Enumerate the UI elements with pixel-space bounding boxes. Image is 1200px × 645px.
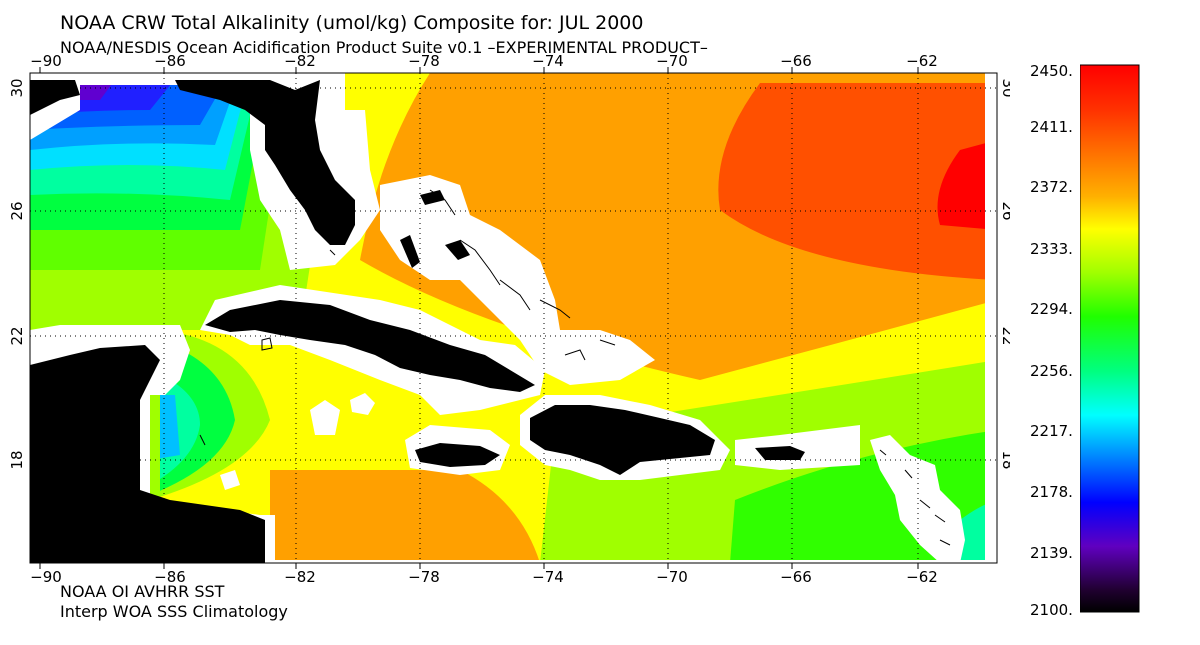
lat-label-right-22: 22 <box>999 326 1010 345</box>
lat-label-left-30: 30 <box>8 78 26 97</box>
colorbar-label-2411: 2411. <box>1030 118 1073 136</box>
lon-label-top-62: −62 <box>906 52 938 70</box>
lon-label-top-90: −90 <box>30 52 62 70</box>
land-jamaica <box>415 443 500 467</box>
lat-label-right-18: 18 <box>999 450 1010 469</box>
lon-label-bottom-62: −62 <box>906 568 938 582</box>
lon-label-bottom-70: −70 <box>656 568 688 582</box>
lat-label-right-26: 26 <box>999 201 1010 220</box>
lon-label-bottom-78: −78 <box>408 568 440 582</box>
land-bahamas-andros <box>400 235 420 268</box>
landmass <box>30 80 805 563</box>
graticule <box>30 73 997 563</box>
land-bahamas-eleuthera <box>445 240 470 260</box>
lon-label-bottom-86: −86 <box>154 568 186 582</box>
island-coastlines <box>109 189 951 546</box>
field-orange-red <box>718 83 997 280</box>
colorbar-label-2333: 2333. <box>1030 240 1073 258</box>
alkalinity-field <box>30 73 997 563</box>
lon-label-top-86: −86 <box>154 52 186 70</box>
lon-label-top-66: −66 <box>780 52 812 70</box>
lon-label-bottom-82: −82 <box>284 568 316 582</box>
field-orange-south <box>270 470 540 563</box>
lat-label-left-18: 18 <box>8 450 26 469</box>
colorbar-label-2372: 2372. <box>1030 178 1073 196</box>
land-bahamas-abaco <box>420 190 445 205</box>
lon-label-top-78: −78 <box>408 52 440 70</box>
land-cuba <box>205 300 535 392</box>
tick-marks <box>39 67 919 569</box>
colorbar-label-2178: 2178. <box>1030 483 1073 501</box>
lon-label-bottom-74: −74 <box>532 568 564 582</box>
land-puerto-rico <box>755 446 805 460</box>
lat-label-right-30: 30 <box>999 78 1010 97</box>
field-red <box>937 140 997 230</box>
colorbar-label-2217: 2217. <box>1030 422 1073 440</box>
colorbar-label-2450: 2450. <box>1030 62 1073 80</box>
lon-label-top-74: −74 <box>532 52 564 70</box>
land-hispaniola <box>530 405 715 475</box>
source-sss: Interp WOA SSS Climatology <box>60 602 288 621</box>
land-florida <box>175 80 355 245</box>
map-subtitle: NOAA/NESDIS Ocean Acidification Product … <box>60 38 708 57</box>
lon-label-bottom-66: −66 <box>780 568 812 582</box>
colorbar-ramp <box>1080 64 1140 613</box>
land-louisiana <box>30 80 80 115</box>
lon-label-top-82: −82 <box>284 52 316 70</box>
lat-label-left-26: 26 <box>8 201 26 220</box>
source-sst: NOAA OI AVHRR SST <box>60 582 225 601</box>
lat-label-left-22: 22 <box>8 326 26 345</box>
plot-frame <box>29 72 998 564</box>
colorbar-label-2100: 2100. <box>1030 601 1073 619</box>
colorbar <box>1080 64 1140 613</box>
colorbar-label-2139: 2139. <box>1030 544 1073 562</box>
alkalinity-map: −90 −86 −82 −78 −74 −70 −66 −62 −90 −86 … <box>8 52 1010 582</box>
map-title: NOAA CRW Total Alkalinity (umol/kg) Comp… <box>60 12 644 34</box>
lon-label-top-70: −70 <box>656 52 688 70</box>
colorbar-label-2294: 2294. <box>1030 300 1073 318</box>
colorbar-label-2256: 2256. <box>1030 362 1073 380</box>
land-yucatan-central-america <box>30 345 265 563</box>
lon-label-bottom-90: −90 <box>30 568 62 582</box>
